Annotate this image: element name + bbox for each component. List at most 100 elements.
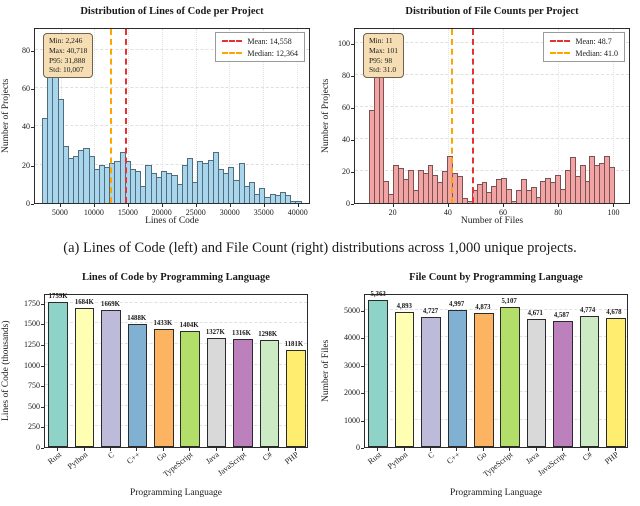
x-tick-mark [430,448,431,451]
x-tick-mark [189,448,191,451]
gridline-horizontal [355,42,629,43]
x-tick-label: 100 [607,208,620,217]
file-count-by-language-bar-chart: File Count by Programming Language 5,363… [320,268,640,506]
histogram-bars [368,29,616,203]
y-tick-label: 40 [342,135,350,144]
y-tick-mark [351,140,354,141]
bar [606,318,626,447]
x-category-label: C [105,450,116,461]
bar-value-label: 1298K [258,331,278,339]
gridline-horizontal [45,425,307,427]
gridline-horizontal [355,106,629,107]
gridline-horizontal [45,322,307,324]
bar [474,313,494,447]
bar [259,340,280,447]
bar [368,299,388,447]
bar [154,329,174,447]
y-tick-mark [41,406,44,408]
bar-value-label: 1669K [101,300,120,308]
bar-value-label: 4,997 [449,300,465,308]
y-tick-mark [351,204,354,205]
y-tick-mark [361,420,364,422]
bar-value-label: 1759K [48,293,68,301]
legend: Mean: 48.7 Median: 41.0 [543,32,625,62]
x-axis-label: Programming Language [129,488,223,498]
y-tick-label: 250 [28,422,40,432]
x-tick-label: 30000 [219,208,240,217]
y-tick-mark [41,386,44,388]
gridline-vertical [557,29,559,203]
y-tick-mark [41,427,44,429]
gridline-vertical [195,29,197,203]
plot-area: Min: 2,246 Max: 40,718 P95: 31,888 Std: … [34,28,310,204]
x-category-label: Rust [365,450,383,467]
bar [526,318,547,447]
y-tick-label: 60 [342,103,350,112]
gridline-vertical [612,29,614,203]
x-category-label: C++ [445,450,462,466]
median-line [450,29,453,203]
y-tick-mark [41,303,44,305]
bar [447,309,468,447]
bar [421,317,441,447]
gridline-vertical [161,29,163,203]
gridline-horizontal [355,138,629,139]
y-tick-label: 60 [22,84,30,94]
x-category-label: JavaScript [535,450,568,478]
gridline-horizontal [365,336,627,337]
x-category-label: Python [385,450,410,472]
gridline-vertical [263,29,265,203]
y-tick-mark [361,448,364,449]
x-category-label: Go [155,450,169,464]
median-legend-entry: Median: 41.0 [550,47,618,59]
histogram-bar [457,176,463,203]
y-tick-mark [31,127,34,129]
x-category-label: C# [581,450,594,463]
bar-value-label: 1433K [153,320,173,327]
x-tick-label: 35000 [253,208,274,217]
x-tick-mark [57,448,59,451]
gridline-horizontal [45,384,307,386]
y-tick-label: 1000 [24,360,40,370]
y-tick-label: 0 [36,443,40,452]
y-tick-label: 0 [356,443,360,452]
bar-value-label: 1404K [179,322,199,330]
x-category-label: Java [524,450,542,466]
x-category-label: PHP [283,450,301,467]
y-tick-mark [351,44,354,45]
legend: Mean: 14,558 Median: 12,364 [215,32,305,62]
gridline-vertical [128,29,130,203]
y-tick-mark [361,338,364,339]
x-tick-mark [558,204,560,207]
y-tick-label: 1500 [24,319,40,329]
plot-area: 5,363 4,893 4,727 4,997 4,873 5,107 4,671 4,587… [364,291,628,448]
x-tick-mark [509,448,511,451]
x-tick-label: 40000 [287,208,308,217]
y-tick-mark [351,172,354,173]
y-tick-mark [361,393,364,394]
bar-value-label: 4,727 [422,308,439,316]
gridline-horizontal [45,343,307,345]
y-tick-label: 80 [22,45,30,55]
x-tick-mark [588,448,590,451]
legend-label: Median: 12,364 [247,48,298,58]
x-category-label: Java [204,450,222,466]
y-tick-label: 0 [346,199,350,208]
mean-line [125,29,128,203]
histogram-bars [42,29,302,203]
gridline-horizontal [45,404,307,406]
gridline-horizontal [45,363,307,365]
histogram-bar [506,188,512,203]
mean-legend-entry: Mean: 14,558 [222,35,298,47]
x-tick-mark [195,204,197,207]
histogram-bar [407,169,414,203]
x-tick-label: 25000 [185,208,206,217]
mean-legend-entry: Mean: 48.7 [550,35,618,47]
y-tick-label: 500 [28,401,40,411]
x-tick-mark [162,448,164,451]
x-tick-mark [127,204,129,207]
gridline-horizontal [35,125,309,127]
legend-label: Mean: 14,558 [247,36,292,46]
y-tick-label: 750 [28,381,40,391]
histogram-bar [609,166,615,203]
